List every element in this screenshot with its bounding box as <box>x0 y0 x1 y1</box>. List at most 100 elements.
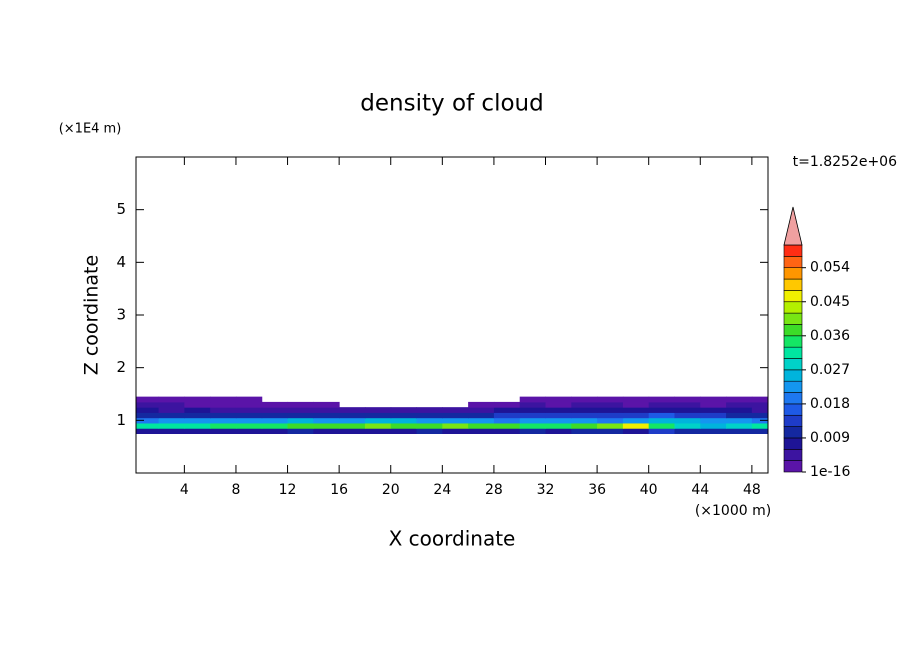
contour-cell <box>442 428 469 434</box>
contour-field <box>136 396 768 434</box>
x-tick-label: 28 <box>485 482 503 498</box>
contour-cell <box>622 417 650 424</box>
contour-cell <box>493 401 521 408</box>
contour-cell <box>158 417 185 424</box>
contour-cell <box>364 422 392 429</box>
contour-cell <box>136 417 160 424</box>
contour-cell <box>493 412 521 419</box>
contour-cell <box>751 401 768 408</box>
contour-cell <box>519 417 547 424</box>
contour-cell <box>261 417 289 424</box>
contour-cell <box>545 417 572 424</box>
y-tick-label: 3 <box>116 306 126 324</box>
contour-cell <box>136 396 160 403</box>
contour-cell <box>648 417 675 424</box>
contour-cell <box>339 428 366 434</box>
contour-cell <box>136 407 160 413</box>
contour-cell <box>390 407 418 413</box>
contour-cell <box>235 407 263 413</box>
contour-cell <box>700 412 727 419</box>
contour-cell <box>287 401 314 408</box>
contour-cell <box>158 412 185 419</box>
contour-cell <box>364 407 392 413</box>
contour-cell <box>674 401 701 408</box>
contour-cell <box>339 422 366 429</box>
contour-cell <box>158 422 185 429</box>
x-tick-label: 40 <box>640 482 658 498</box>
contour-cell <box>210 407 237 413</box>
colorbar-segment <box>783 437 803 450</box>
contour-cell <box>235 417 263 424</box>
contour-cell <box>622 422 650 429</box>
contour-cell <box>416 422 443 429</box>
contour-cell <box>751 422 768 429</box>
contour-cell <box>571 412 598 419</box>
contour-cell <box>210 401 237 408</box>
contour-cell <box>726 428 753 434</box>
contour-cell <box>184 412 211 419</box>
contour-cell <box>700 401 727 408</box>
contour-cell <box>674 396 701 403</box>
contour-cell <box>390 428 418 434</box>
contour-cell <box>622 428 650 434</box>
contour-cell <box>597 412 624 419</box>
contour-cell <box>468 407 495 413</box>
colorbar-segment <box>783 403 803 416</box>
contour-cell <box>442 407 469 413</box>
contour-cell <box>622 412 650 419</box>
contour-cell <box>416 412 443 419</box>
contour-cell <box>416 428 443 434</box>
contour-cell <box>313 428 340 434</box>
contour-cell <box>184 396 211 403</box>
contour-cell <box>545 422 572 429</box>
contour-cell <box>571 407 598 413</box>
colorbar-segment <box>783 278 803 291</box>
contour-cell <box>648 396 675 403</box>
y-unit: (×1E4 m) <box>59 122 122 137</box>
contour-cell <box>261 401 289 408</box>
colorbar-label: 0.036 <box>810 328 850 344</box>
x-tick-label: 32 <box>537 482 555 498</box>
contour-cell <box>339 417 366 424</box>
contour-cell <box>519 401 547 408</box>
contour-cell <box>468 428 495 434</box>
contour-cell <box>571 422 598 429</box>
contour-cell <box>210 428 237 434</box>
contour-cell <box>442 422 469 429</box>
contour-cell <box>158 428 185 434</box>
contour-cell <box>751 412 768 419</box>
contour-cell <box>648 428 675 434</box>
colorbar-segment <box>783 244 803 257</box>
contour-cell <box>700 396 727 403</box>
contour-cell <box>390 422 418 429</box>
contour-cell <box>674 412 701 419</box>
colorbar-segment <box>783 335 803 348</box>
contour-cell <box>468 412 495 419</box>
contour-cell <box>726 396 753 403</box>
contour-cell <box>313 401 340 408</box>
contour-cell <box>622 407 650 413</box>
contour-cell <box>287 422 314 429</box>
contour-cell <box>210 412 237 419</box>
contour-cell <box>597 396 624 403</box>
time-label: t=1.8252e+06 <box>793 154 897 170</box>
contour-cell <box>519 396 547 403</box>
contour-cell <box>726 412 753 419</box>
colorbar-segment <box>783 392 803 405</box>
colorbar-segment <box>783 301 803 314</box>
x-tick-label: 12 <box>279 482 297 498</box>
contour-cell <box>235 428 263 434</box>
colorbar-segment <box>783 290 803 303</box>
contour-cell <box>158 396 185 403</box>
contour-cell <box>210 396 237 403</box>
contour-cell <box>597 407 624 413</box>
contour-cell <box>726 407 753 413</box>
colorbar-label: 0.009 <box>810 430 850 446</box>
contour-cell <box>136 428 160 434</box>
contour-cell <box>622 401 650 408</box>
contour-cell <box>235 396 263 403</box>
contour-cell <box>545 401 572 408</box>
contour-cell <box>597 401 624 408</box>
contour-cell <box>184 428 211 434</box>
contour-cell <box>313 422 340 429</box>
